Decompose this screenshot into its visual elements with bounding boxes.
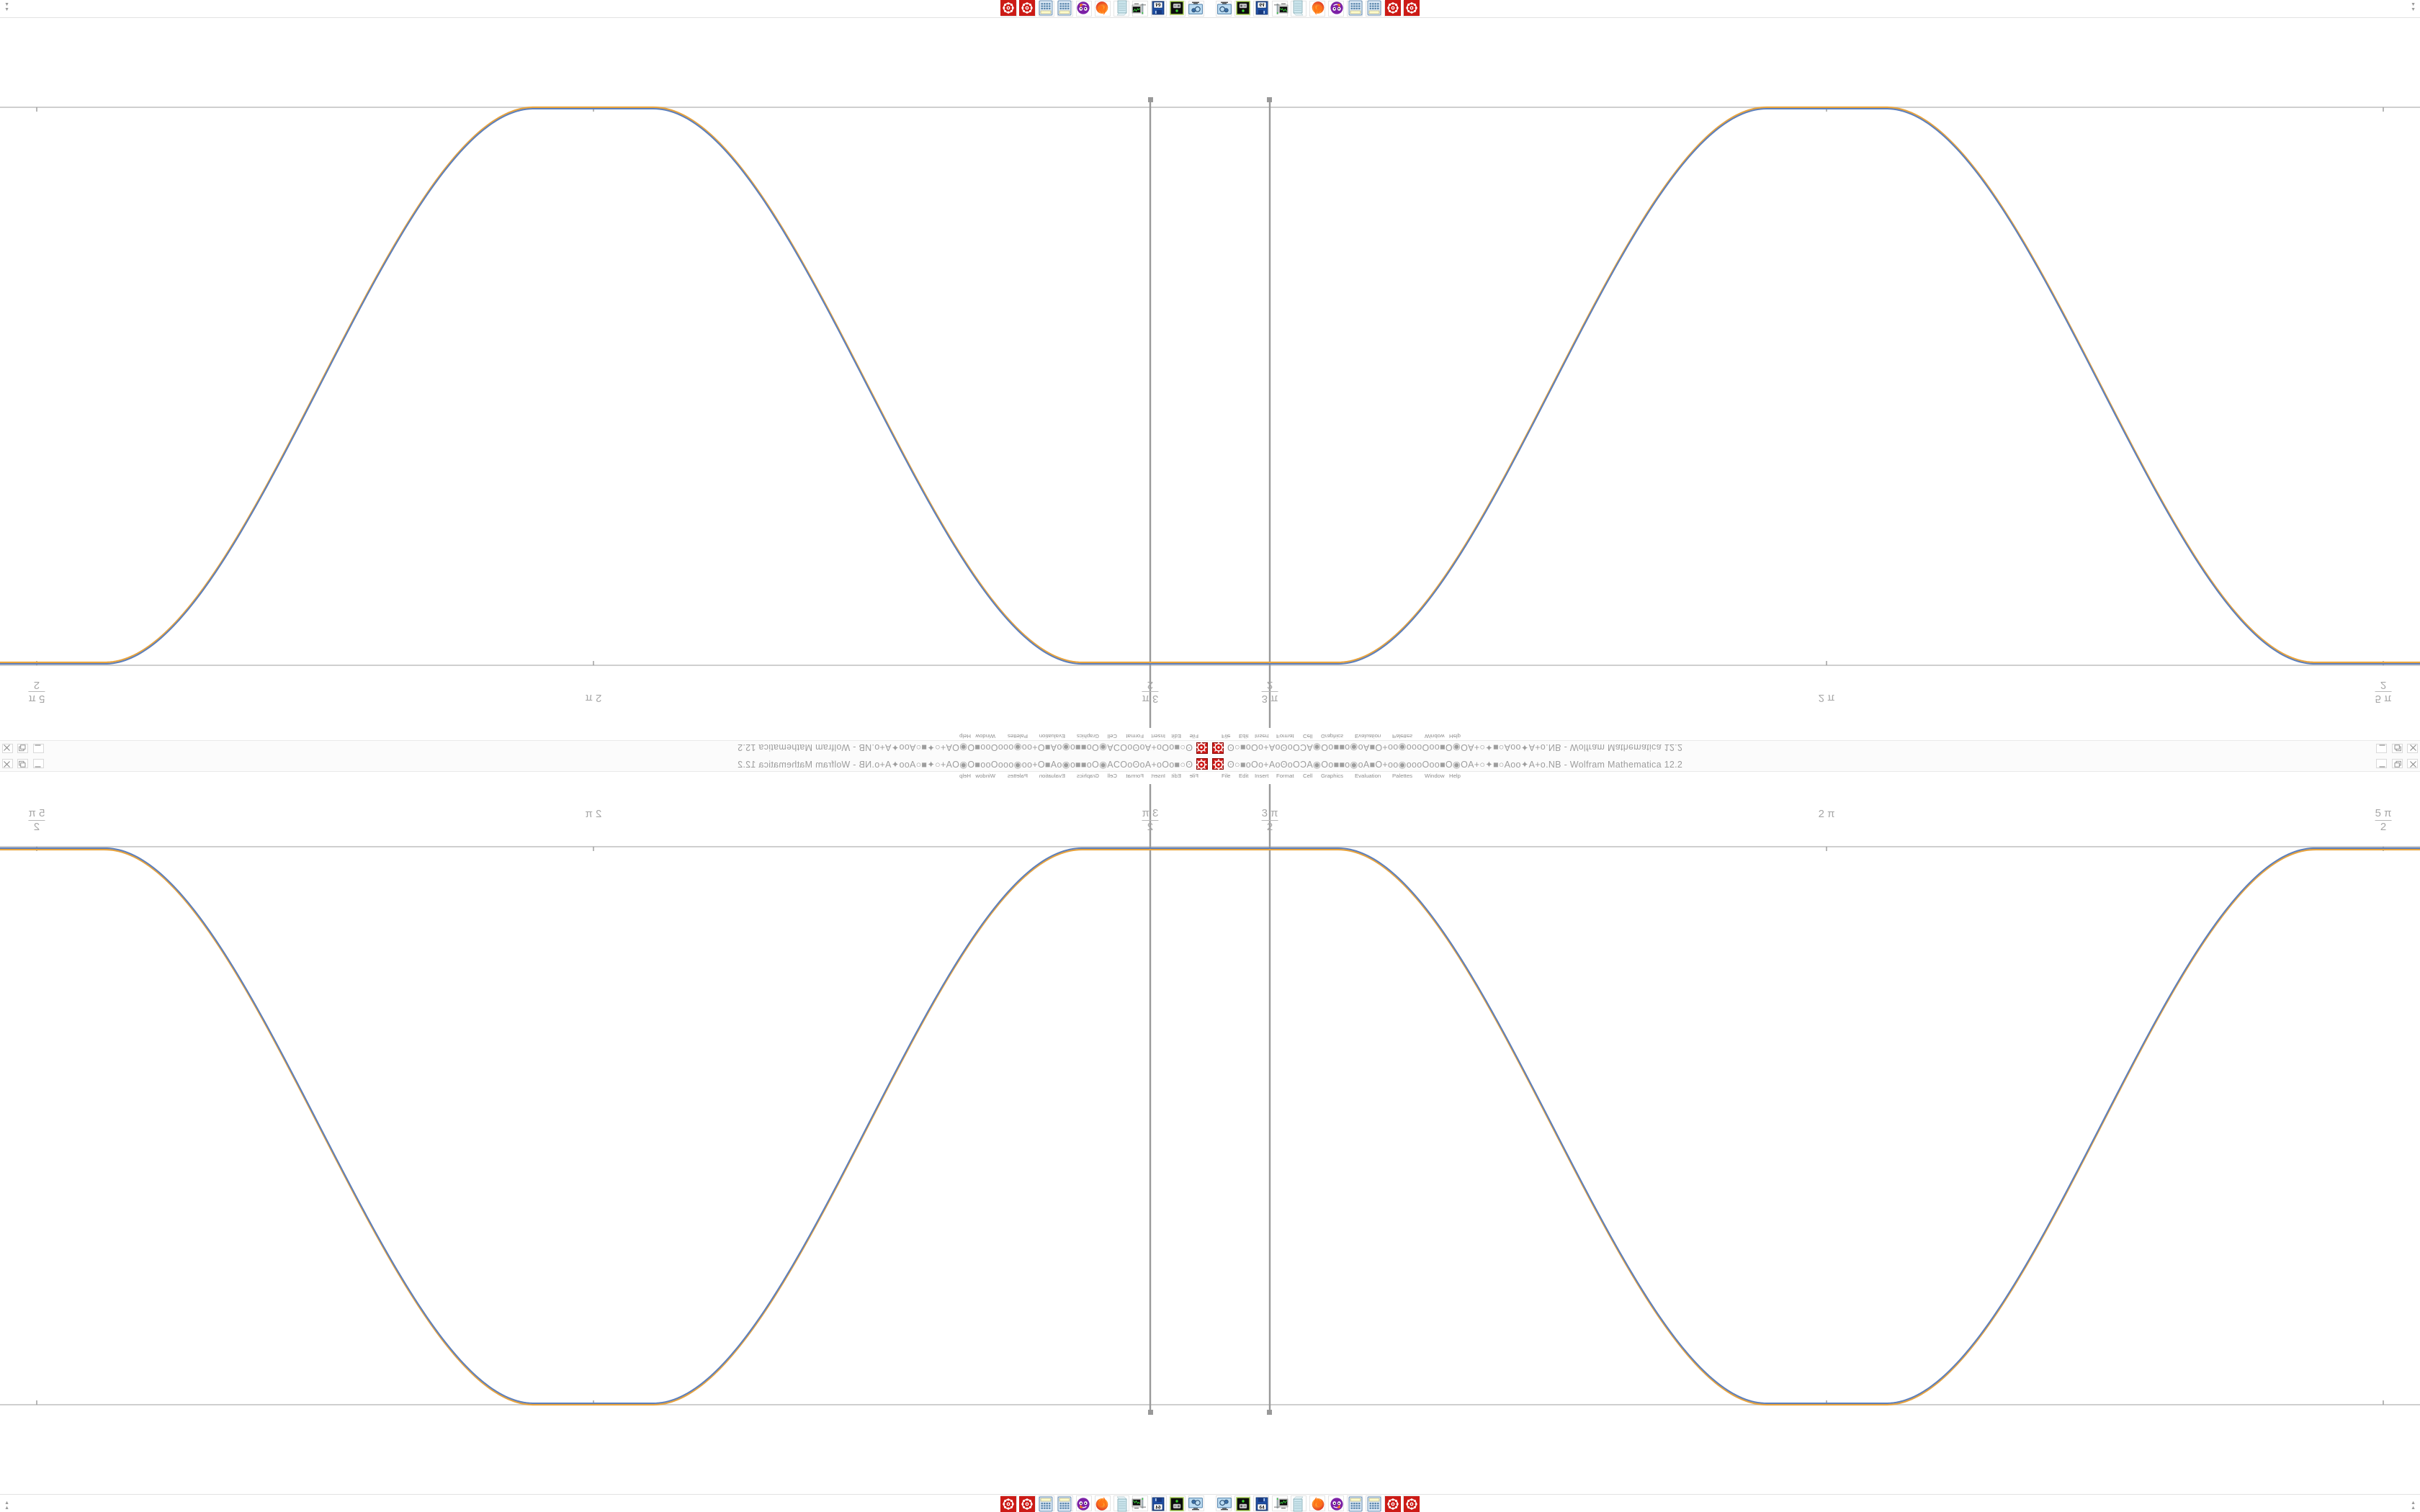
svg-text:64: 64	[1155, 2, 1161, 7]
svg-text:64: 64	[1259, 1505, 1265, 1510]
svg-text:64: 64	[1259, 2, 1265, 7]
svg-text:64: 64	[1155, 1505, 1161, 1510]
